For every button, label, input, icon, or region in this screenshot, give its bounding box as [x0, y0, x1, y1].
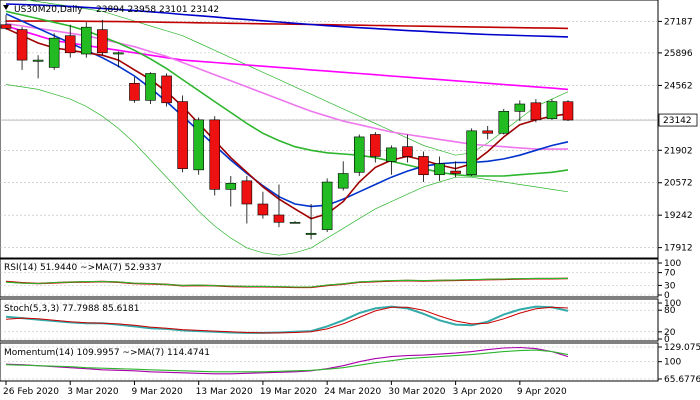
candle-body: [546, 101, 558, 119]
x-tick-label: 9 Apr 2020: [517, 387, 567, 397]
last-price-tag: 23142: [658, 113, 698, 127]
candle-body: [257, 203, 269, 216]
x-axis: 26 Feb 2020 3 Mar 2020 9 Mar 2020 13 Mar 20…: [3, 381, 567, 397]
candlesticks: [0, 14, 574, 240]
y-tick-label: 70: [664, 269, 676, 279]
moving-average-line: [5, 27, 569, 220]
candle-body: [386, 147, 397, 162]
candle-body: [32, 59, 44, 62]
y-tick-label: 20: [664, 328, 676, 338]
moving-average-line: [5, 3, 569, 38]
candle-body: [64, 35, 76, 54]
x-tick-label: 3 Mar 2020: [67, 387, 119, 397]
x-tick-label: 24 Mar 2020: [324, 387, 381, 397]
x-tick-label: 13 Mar 2020: [196, 387, 253, 397]
main-panel-frame: [0, 0, 659, 259]
y-tick-label: 25896: [664, 49, 693, 59]
rsi-lines: [0, 262, 658, 296]
y-tick-label: 20572: [664, 179, 693, 189]
momentum-lines: [0, 346, 658, 380]
candle-body: [209, 119, 221, 190]
y-tick-label: 21902: [664, 146, 693, 156]
candle-body: [48, 37, 60, 68]
rsi-panel-frame: [0, 258, 659, 298]
y-tick-label: 17912: [664, 244, 693, 254]
moving-average-line: [6, 20, 569, 30]
main-title-group: US30M20,Daily 23894 23958 23101 23142: [3, 5, 219, 15]
candle-body: [498, 111, 510, 134]
y-tick-label: 0: [664, 291, 670, 301]
candle-body: [562, 101, 574, 121]
x-tick-label: 3 Apr 2020: [453, 387, 503, 397]
candle-body: [113, 52, 124, 55]
candle-body: [353, 136, 365, 173]
candle-body: [97, 29, 108, 54]
candle-body: [193, 119, 204, 171]
candle-body: [321, 181, 333, 230]
candle-body: [289, 221, 301, 224]
ohlc-readout: 23894 23958 23101 23142: [96, 5, 219, 15]
candle-body: [161, 75, 172, 104]
candle-body: [530, 102, 542, 121]
candle-body: [305, 232, 317, 235]
x-tick-label: 19 Mar 2020: [260, 387, 317, 397]
candle-body: [81, 26, 92, 55]
y-tick-label: 19242: [664, 211, 693, 221]
main-title: US30M20,Daily: [14, 5, 83, 15]
y-tick-label: 65.6776: [664, 375, 700, 385]
y-tick-label: 129.0753: [664, 343, 700, 353]
candle-body: [0, 24, 12, 29]
candle-body: [273, 214, 285, 223]
stoch-lines: [0, 302, 658, 340]
x-tick-label: 30 Mar 2020: [388, 387, 445, 397]
y-tick-label: 100: [664, 299, 681, 309]
candle-body: [402, 146, 413, 157]
rsi-title: RSI(14) 51.9440 ~>MA(7) 52.9337: [4, 263, 162, 273]
candle-body: [225, 182, 237, 190]
y-tick-label: 27187: [664, 17, 693, 27]
y-tick-label: 100: [664, 259, 681, 269]
main-y-axis: 27187 25896 24562 21902 20572 19242 17912: [658, 17, 693, 254]
bollinger-band-line: [5, 84, 569, 256]
x-tick-label: 26 Feb 2020: [3, 387, 59, 397]
momentum-title: Momentum(14) 109.9957 ~>MA(7) 114.4741: [4, 348, 210, 358]
y-tick-label: 80: [664, 306, 676, 316]
candle-body: [482, 130, 493, 134]
candle-body: [370, 134, 381, 157]
stoch-panel-frame: [0, 298, 659, 342]
y-tick-label: 30: [664, 281, 676, 291]
indicator-line: [5, 346, 569, 375]
indicator-line: [5, 349, 569, 373]
candle-body: [434, 163, 445, 176]
candle-body: [337, 173, 349, 189]
candle-body: [145, 73, 156, 101]
y-tick-label: 0: [664, 335, 670, 345]
candle-body: [466, 130, 477, 176]
indicator-line: [5, 306, 569, 334]
candle-body: [418, 156, 429, 176]
momentum-y-axis: 129.0753 100 65.6776: [658, 343, 700, 385]
candle-body: [514, 103, 526, 112]
candle-body: [450, 170, 461, 174]
stoch-title: Stoch(5,3,3) 77.7988 85.6181: [4, 304, 139, 314]
y-tick-label: 24562: [664, 81, 693, 91]
indicator-line: [5, 277, 568, 288]
candle-body: [241, 180, 253, 205]
chart-dropdown-icon: [3, 5, 9, 10]
last-price-label: 23142: [663, 116, 692, 126]
candle-body: [16, 29, 28, 61]
candle-body: [129, 82, 140, 101]
y-tick-label: 100: [664, 358, 681, 368]
candle-body: [177, 101, 188, 169]
x-tick-label: 9 Mar 2020: [131, 387, 183, 397]
